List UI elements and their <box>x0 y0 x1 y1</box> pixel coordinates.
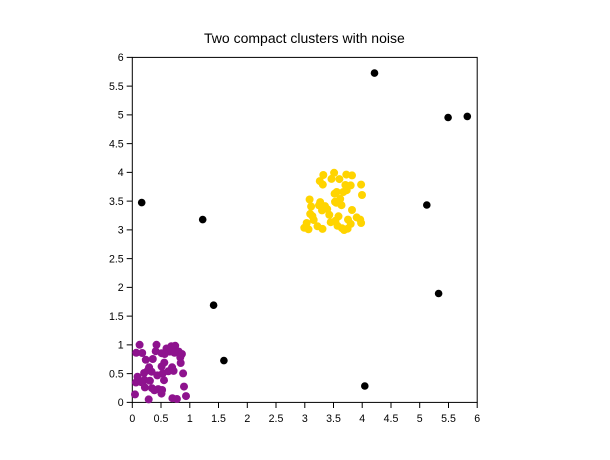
svg-text:0: 0 <box>129 413 135 425</box>
svg-text:1.5: 1.5 <box>109 311 124 323</box>
svg-text:2: 2 <box>118 282 124 294</box>
svg-text:1: 1 <box>118 340 124 352</box>
svg-text:5.5: 5.5 <box>109 81 124 93</box>
svg-text:4.5: 4.5 <box>109 138 124 150</box>
svg-text:5: 5 <box>417 413 423 425</box>
svg-text:Two compact clusters with nois: Two compact clusters with noise <box>204 30 405 46</box>
svg-text:4: 4 <box>359 413 365 425</box>
svg-text:2.5: 2.5 <box>109 253 124 265</box>
svg-text:3: 3 <box>118 225 124 237</box>
svg-text:1.5: 1.5 <box>211 413 226 425</box>
svg-text:4.5: 4.5 <box>384 413 399 425</box>
svg-text:3: 3 <box>302 413 308 425</box>
svg-text:2.5: 2.5 <box>269 413 284 425</box>
svg-text:3.5: 3.5 <box>109 196 124 208</box>
svg-text:0: 0 <box>118 397 124 409</box>
svg-text:6: 6 <box>118 52 124 64</box>
svg-text:2: 2 <box>244 413 250 425</box>
svg-text:0.5: 0.5 <box>109 368 124 380</box>
svg-text:5.5: 5.5 <box>441 413 456 425</box>
svg-text:3.5: 3.5 <box>326 413 341 425</box>
svg-text:6: 6 <box>474 413 480 425</box>
svg-text:4: 4 <box>118 167 124 179</box>
svg-text:1: 1 <box>187 413 193 425</box>
svg-text:0.5: 0.5 <box>154 413 169 425</box>
svg-text:5: 5 <box>118 110 124 122</box>
